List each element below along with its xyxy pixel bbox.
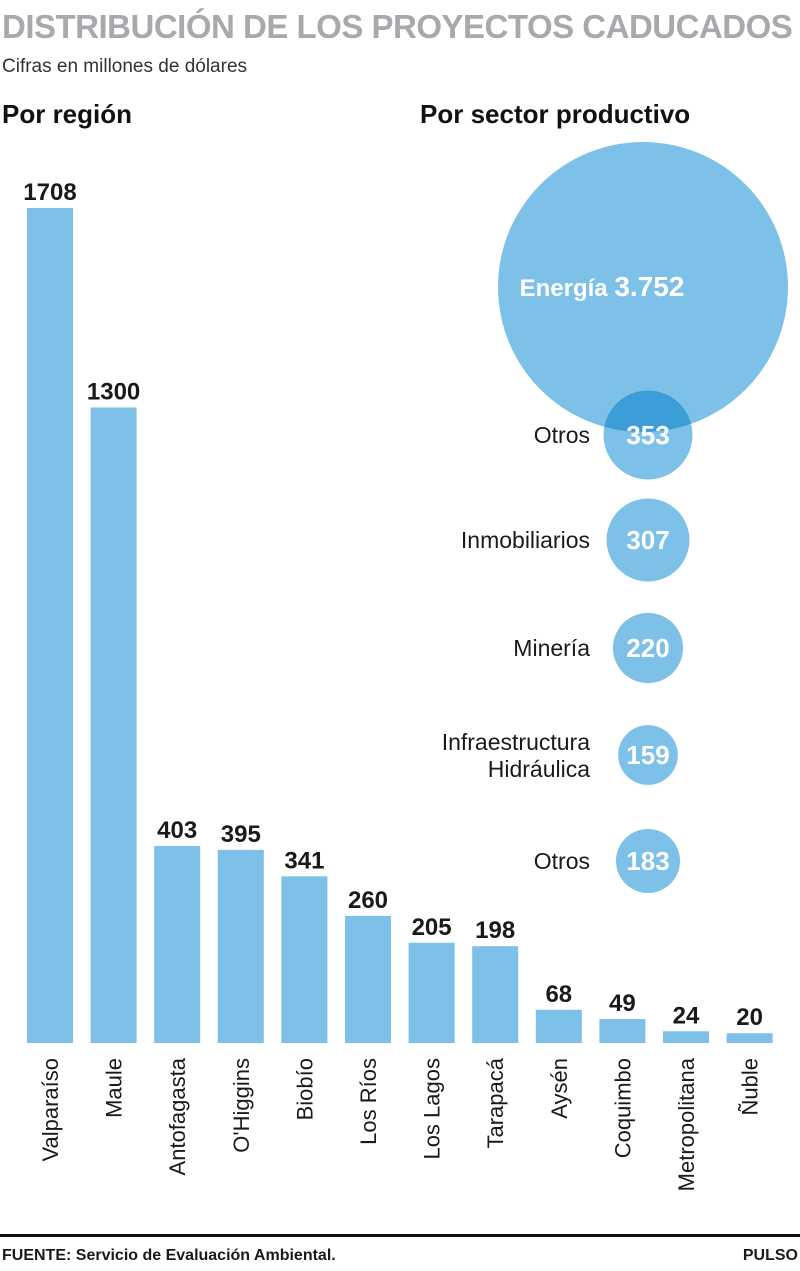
bar-value-label: 24 [673, 1002, 700, 1029]
category-label: Biobío [292, 1058, 317, 1120]
bar-value-label: 49 [609, 990, 636, 1017]
category-label: Los Lagos [420, 1058, 445, 1160]
source-note: FUENTE: Servicio de Evaluación Ambiental… [2, 1247, 336, 1264]
bar [345, 915, 391, 1043]
category-label: Antofagasta [165, 1057, 190, 1175]
section-title-sector: Por sector productivo [420, 99, 691, 129]
category-label: Tarapacá [483, 1057, 508, 1148]
bubble-value-label: 159 [626, 740, 669, 770]
bubble [615, 828, 681, 894]
bubble-value-label: 220 [626, 633, 669, 663]
bar [472, 946, 519, 1043]
bar-value-label: 403 [157, 817, 197, 844]
category-label: Maule [102, 1058, 127, 1118]
category-label: Ñuble [738, 1058, 763, 1115]
bar [663, 1031, 709, 1043]
bar-value-label: 1708 [23, 179, 76, 206]
category-label: Los Ríos [356, 1058, 381, 1145]
bubble [618, 725, 678, 785]
sector-label: Infraestructura Hidráulica [442, 729, 591, 782]
bubble-value-label: 307 [626, 525, 669, 555]
bar [27, 208, 73, 1043]
sector-label: Otros [534, 848, 590, 874]
bar [281, 876, 328, 1043]
chart-canvas: 1708 Valparaíso 1300 Maule 403 Antofagasta 395… [23, 142, 788, 1191]
bar [535, 1009, 582, 1043]
bar-chart-region: 1708 Valparaíso 1300 Maule 403 Antofagasta 395… [23, 179, 773, 1191]
sector-label: Inmobiliarios [461, 527, 590, 553]
footer-divider [0, 1234, 800, 1237]
bar-value-label: 20 [736, 1004, 763, 1031]
bar-value-label: 260 [348, 887, 388, 914]
bar [726, 1033, 773, 1043]
bubble-energia [498, 142, 788, 432]
bar [217, 849, 264, 1043]
bubble-overlap [603, 390, 693, 432]
chart-title: DISTRIBUCIÓN DE LOS PROYECTOS CADUCADOS [2, 8, 793, 45]
category-label: Valparaíso [38, 1058, 63, 1162]
category-label: O'Higgins [229, 1058, 254, 1153]
category-label: Metropolitana [674, 1057, 699, 1191]
bar-value-label: 341 [284, 847, 324, 874]
bar-value-label: 198 [475, 917, 515, 944]
section-title-region: Por región [2, 99, 133, 129]
bubble-chart-sector: Energía 3.752 353 Otros 307 Inmobiliarios 220… [442, 142, 788, 894]
bar-value-label: 395 [221, 821, 261, 848]
bar-value-label: 205 [412, 914, 452, 941]
bubble-label-energia: Energía 3.752 [520, 271, 685, 302]
sector-label: Minería [513, 635, 590, 661]
brand-logo: PULSO [742, 1247, 798, 1264]
bar-value-label: 68 [545, 981, 572, 1008]
bar [154, 845, 201, 1043]
bar-value-label: 1300 [87, 378, 140, 405]
category-label: Aysén [547, 1058, 572, 1119]
bubble-value-label: 353 [626, 420, 669, 450]
bubble [606, 498, 690, 582]
chart-subtitle: Cifras en millones de dólares [2, 56, 248, 77]
sector-label: Otros [534, 422, 590, 448]
bar [408, 942, 455, 1043]
category-label: Coquimbo [610, 1058, 635, 1158]
bar [599, 1019, 646, 1043]
bubble-value-label: 183 [626, 846, 669, 876]
bubble [612, 612, 684, 684]
bar [90, 407, 137, 1043]
